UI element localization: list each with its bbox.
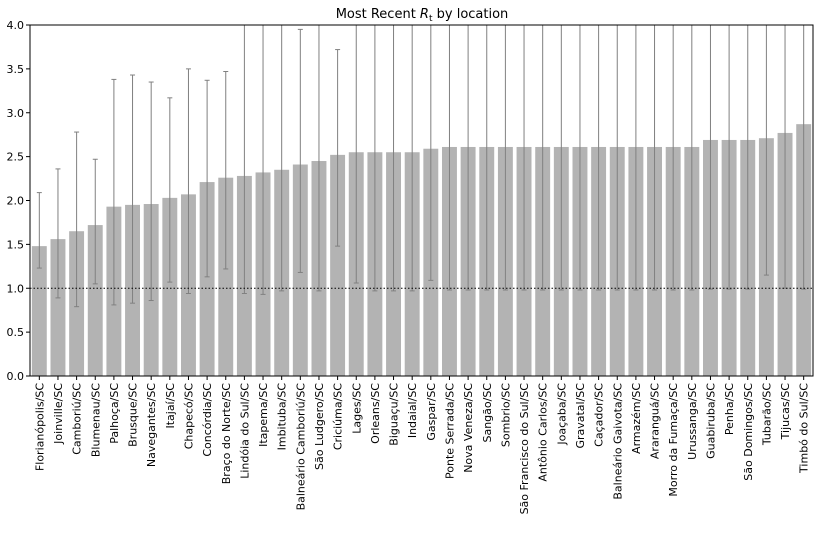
x-tick-label-1: Joinville/SC <box>52 383 65 445</box>
errorbars-layer <box>36 25 807 308</box>
x-tick-label-40: Tijucas/SC <box>779 383 792 441</box>
bar-7 <box>162 197 178 376</box>
y-tick-label-0: 0.0 <box>7 370 25 383</box>
x-tick-label-32: Armazém/SC <box>630 383 643 454</box>
y-tick-label-2: 1.0 <box>7 282 25 295</box>
bar-1 <box>50 239 66 376</box>
x-axis: Florianópolis/SC Joinville/SC Camboriú/SC B… <box>33 376 811 515</box>
y-tick-label-1: 0.5 <box>7 326 25 339</box>
x-tick-label-26: São Francisco do Sul/SC <box>518 383 531 515</box>
x-tick-label-39: Tubarão/SC <box>760 383 773 446</box>
y-tick-label-4: 2.0 <box>7 195 25 208</box>
x-tick-label-17: Lages/SC <box>350 383 363 434</box>
x-tick-label-14: Balneário Camboriú/SC <box>294 383 307 511</box>
bar-9 <box>199 182 215 376</box>
x-tick-label-29: Gravatal/SC <box>574 383 587 449</box>
y-tick-label-8: 4.0 <box>7 19 25 32</box>
x-tick-label-6: Navegantes/SC <box>145 383 158 467</box>
bar-16 <box>330 154 346 376</box>
x-tick-label-20: Indaial/SC <box>406 383 419 438</box>
x-tick-label-11: Lindóia do Sul/SC <box>238 383 251 479</box>
y-tick-label-6: 3.0 <box>7 107 25 120</box>
x-tick-label-10: Braço do Norte/SC <box>220 383 233 485</box>
x-tick-label-12: Itapema/SC <box>257 383 270 447</box>
x-tick-label-25: Sombrio/SC <box>499 383 512 447</box>
x-tick-label-22: Ponte Serrada/SC <box>443 383 456 479</box>
x-tick-label-38: São Domingos/SC <box>742 383 755 481</box>
x-tick-label-36: Guabiruba/SC <box>704 383 717 459</box>
x-tick-label-23: Nova Veneza/SC <box>462 383 475 473</box>
chart-title: Most Recent Rt by location <box>336 7 509 24</box>
x-tick-label-3: Blumenau/SC <box>89 383 102 457</box>
x-tick-label-18: Orleans/SC <box>369 383 382 444</box>
x-tick-label-2: Camboriú/SC <box>71 383 84 455</box>
x-tick-label-7: Itajaí/SC <box>164 383 177 429</box>
x-tick-label-13: Imbituba/SC <box>276 383 289 451</box>
x-tick-label-35: Urussanga/SC <box>686 383 699 460</box>
x-tick-label-9: Concórdia/SC <box>201 383 214 457</box>
x-tick-label-30: Caçador/SC <box>593 383 606 447</box>
y-tick-label-3: 1.5 <box>7 238 25 251</box>
x-tick-label-34: Morro da Fumaça/SC <box>667 383 680 497</box>
x-tick-label-15: São Ludgero/SC <box>313 383 326 470</box>
x-tick-label-24: Sangão/SC <box>481 383 494 443</box>
x-tick-label-31: Balneário Gaivota/SC <box>611 383 624 500</box>
x-tick-label-4: Palhoça/SC <box>108 383 121 444</box>
bar-10 <box>218 177 234 376</box>
y-tick-label-7: 3.5 <box>7 63 25 76</box>
x-tick-label-19: Biguaçu/SC <box>388 383 401 446</box>
x-tick-label-21: Gaspar/SC <box>425 383 438 441</box>
x-tick-label-16: Criciúma/SC <box>332 383 345 450</box>
x-tick-label-37: Penha/SC <box>723 383 736 435</box>
bars-layer <box>31 124 812 376</box>
y-tick-label-5: 2.5 <box>7 151 25 164</box>
y-axis: 0.0 0.5 1.0 1.5 2.0 2.5 3.0 3.5 4.0 <box>7 19 30 383</box>
x-tick-label-27: Antônio Carlos/SC <box>537 383 550 482</box>
x-tick-label-33: Araranguá/SC <box>649 383 662 459</box>
x-tick-label-28: Joaçaba/SC <box>555 383 568 446</box>
x-tick-label-8: Chapecó/SC <box>182 383 195 450</box>
bar-3 <box>87 225 103 376</box>
bar-0 <box>31 246 47 376</box>
x-tick-label-41: Timbó do Sul/SC <box>798 383 811 474</box>
x-tick-label-5: Brusque/SC <box>127 383 140 447</box>
x-tick-label-0: Florianópolis/SC <box>33 383 46 471</box>
